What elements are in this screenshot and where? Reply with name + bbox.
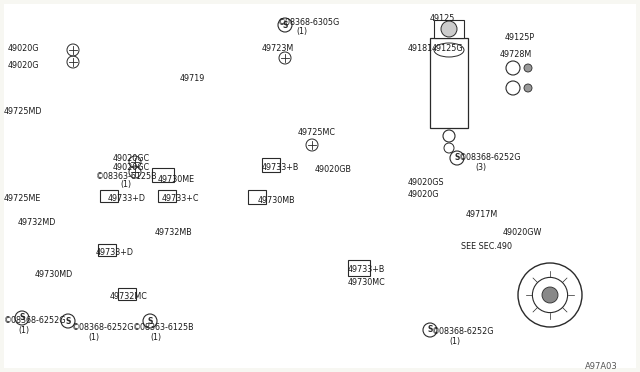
Bar	[348, 260, 370, 276]
Text: 49732MD: 49732MD	[18, 218, 56, 227]
Text: 49725MC: 49725MC	[298, 128, 336, 137]
Circle shape	[524, 84, 532, 92]
Text: 49725ME: 49725ME	[4, 194, 42, 203]
Bar	[100, 190, 118, 202]
Text: ©08368-6305G: ©08368-6305G	[278, 18, 340, 27]
Bar	[152, 168, 174, 182]
Text: S: S	[282, 20, 288, 29]
Text: 49020GC: 49020GC	[113, 154, 150, 163]
Text: 49725MD: 49725MD	[4, 107, 42, 116]
Text: ©08368-6252G: ©08368-6252G	[459, 153, 522, 162]
Text: (1): (1)	[449, 337, 460, 346]
Text: (1): (1)	[18, 326, 29, 335]
Text: 49717M: 49717M	[466, 210, 499, 219]
Text: (1): (1)	[296, 27, 307, 36]
Bar	[430, 38, 468, 128]
Text: 49125P: 49125P	[505, 33, 535, 42]
Text: 49733+B: 49733+B	[348, 265, 385, 274]
Text: 49020G: 49020G	[8, 44, 40, 53]
Circle shape	[524, 64, 532, 72]
Text: A97A03: A97A03	[585, 362, 618, 371]
Text: 49020GB: 49020GB	[315, 165, 352, 174]
Text: 49730ME: 49730ME	[158, 175, 195, 184]
Text: 49728M: 49728M	[500, 50, 532, 59]
Text: 49020G: 49020G	[408, 190, 440, 199]
Text: ©08363-6125B: ©08363-6125B	[133, 323, 195, 332]
Bar	[248, 190, 266, 204]
Bar	[262, 158, 280, 172]
Text: 49020GS: 49020GS	[408, 178, 445, 187]
Text: SEE SEC.490: SEE SEC.490	[461, 242, 512, 251]
Text: 49730MD: 49730MD	[35, 270, 73, 279]
Text: ©08368-6252G: ©08368-6252G	[4, 316, 67, 325]
Bar	[118, 288, 136, 300]
Text: 49181: 49181	[408, 44, 433, 53]
Text: 49733+B: 49733+B	[262, 163, 300, 172]
Text: S: S	[454, 154, 460, 163]
Text: ©08368-6252G: ©08368-6252G	[72, 323, 134, 332]
Bar	[98, 244, 116, 256]
Text: S: S	[65, 317, 70, 326]
Text: 49723M: 49723M	[262, 44, 294, 53]
Text: ©08368-6252G: ©08368-6252G	[432, 327, 495, 336]
Circle shape	[441, 21, 457, 37]
Text: 49733+D: 49733+D	[108, 194, 146, 203]
Text: S: S	[147, 317, 153, 326]
Text: 49020GW: 49020GW	[503, 228, 542, 237]
Text: S: S	[428, 326, 433, 334]
Text: 49730MC: 49730MC	[348, 278, 386, 287]
Text: (1): (1)	[150, 333, 161, 342]
Text: 49125: 49125	[430, 14, 456, 23]
Text: (1): (1)	[88, 333, 99, 342]
Text: ©08363-6125B: ©08363-6125B	[96, 172, 157, 181]
Text: 49020G: 49020G	[8, 61, 40, 70]
Text: 49733+D: 49733+D	[96, 248, 134, 257]
Text: (3): (3)	[475, 163, 486, 172]
Text: (1): (1)	[120, 180, 131, 189]
Text: 49730MB: 49730MB	[258, 196, 296, 205]
Text: 49719: 49719	[180, 74, 205, 83]
Text: 49125G: 49125G	[432, 44, 463, 53]
Circle shape	[542, 287, 558, 303]
Text: S: S	[19, 314, 25, 323]
Bar	[434, 20, 464, 38]
Text: 49732MB: 49732MB	[155, 228, 193, 237]
Bar	[158, 190, 176, 202]
Text: 49732MC: 49732MC	[110, 292, 148, 301]
Text: 49020GC: 49020GC	[113, 163, 150, 172]
Text: 49733+C: 49733+C	[162, 194, 200, 203]
